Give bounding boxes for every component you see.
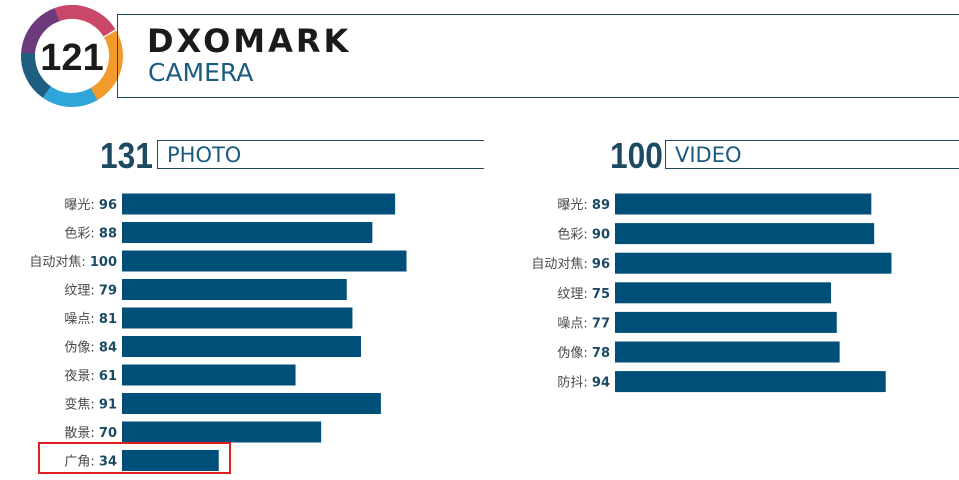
photo-title-top-line — [157, 140, 484, 141]
photo-category-label: 纹理: — [64, 284, 99, 299]
photo-category-label: 伪像: — [64, 341, 99, 356]
photo-value-label: 81 — [99, 312, 117, 327]
video-value-label: 78 — [592, 346, 610, 361]
photo-bar — [122, 336, 361, 357]
photo-value-label: 34 — [99, 455, 117, 470]
video-bar-label: 纹理: 75 — [557, 287, 610, 302]
video-category-label: 曝光: — [557, 198, 592, 213]
video-bar — [615, 282, 831, 304]
video-bar-label: 噪点: 77 — [557, 316, 610, 331]
photo-category-label: 散景: — [64, 426, 99, 441]
photo-bar-label: 色彩: 88 — [64, 226, 117, 242]
video-category-label: 伪像: — [557, 346, 592, 361]
photo-category-label: 自动对焦: — [29, 255, 90, 270]
photo-value-label: 84 — [99, 341, 117, 356]
photo-bar-label: 噪点: 81 — [64, 312, 117, 327]
photo-bar — [122, 450, 219, 471]
photo-value-label: 91 — [99, 398, 117, 413]
photo-value-label: 100 — [90, 255, 117, 270]
dxomark-score-badge: 121 — [20, 4, 123, 107]
photo-bar — [122, 307, 353, 329]
photo-category-label: 夜景: — [64, 369, 99, 384]
video-bar-label: 防抖: 94 — [557, 375, 610, 391]
photo-title-divider — [157, 140, 158, 169]
video-category-label: 纹理: — [557, 287, 592, 302]
photo-category-label: 变焦: — [64, 397, 99, 413]
photo-bar — [122, 393, 381, 414]
photo-bar-label: 变焦: 91 — [64, 397, 117, 413]
photo-bar-label: 自动对焦: 100 — [29, 255, 117, 270]
video-bar-label: 自动对焦: 96 — [531, 257, 610, 272]
header-divider — [117, 14, 118, 98]
video-title-top-line — [665, 140, 959, 141]
video-score: 100 — [610, 135, 663, 176]
photo-bar — [122, 193, 396, 215]
photo-bar — [122, 222, 373, 243]
brand-subtitle: CAMERA — [148, 58, 254, 87]
header-top-line — [117, 14, 959, 15]
photo-title: PHOTO — [167, 143, 242, 167]
header-bottom-line — [117, 97, 959, 98]
photo-value-label: 88 — [99, 227, 117, 242]
video-bar-label: 伪像: 78 — [557, 346, 610, 361]
video-title-bottom-line — [665, 168, 959, 169]
photo-value-label: 70 — [99, 426, 117, 441]
video-title-divider — [665, 140, 666, 169]
video-category-label: 自动对焦: — [531, 257, 592, 272]
video-bar — [615, 252, 892, 274]
photo-title-bottom-line — [157, 168, 484, 169]
video-value-label: 89 — [592, 198, 610, 213]
video-category-label: 噪点: — [557, 316, 592, 331]
video-category-label: 色彩: — [557, 227, 592, 243]
overall-score: 121 — [40, 37, 103, 79]
video-bar-label: 曝光: 89 — [557, 198, 610, 213]
photo-bar — [122, 364, 296, 386]
photo-category-label: 色彩: — [64, 226, 99, 242]
photo-category-label: 广角: — [64, 455, 99, 470]
video-bar — [615, 223, 875, 245]
video-bar — [615, 193, 872, 215]
photo-score: 131 — [100, 135, 153, 176]
video-value-label: 90 — [592, 228, 610, 243]
video-value-label: 96 — [592, 257, 610, 272]
photo-bar — [122, 421, 322, 443]
photo-value-label: 61 — [99, 369, 117, 384]
video-bar — [615, 341, 840, 363]
photo-bar — [122, 250, 407, 272]
photo-bar-label: 伪像: 84 — [64, 341, 117, 356]
video-value-label: 75 — [592, 287, 610, 302]
video-value-label: 94 — [592, 376, 610, 391]
video-category-label: 防抖: — [557, 375, 592, 391]
video-bar-label: 色彩: 90 — [557, 227, 610, 243]
video-bar — [615, 371, 886, 393]
photo-bar-label: 纹理: 79 — [64, 284, 117, 299]
video-title: VIDEO — [675, 143, 742, 167]
video-value-label: 77 — [592, 316, 610, 331]
photo-bar-label: 广角: 34 — [64, 455, 117, 470]
video-bar — [615, 311, 837, 333]
photo-value-label: 96 — [99, 198, 117, 213]
photo-bar-label: 夜景: 61 — [64, 369, 117, 384]
photo-value-label: 79 — [99, 284, 117, 299]
brand-name: DXOMARK — [147, 22, 352, 60]
photo-bar-label: 散景: 70 — [64, 426, 117, 441]
photo-bar — [122, 279, 347, 300]
photo-category-label: 曝光: — [64, 198, 99, 213]
photo-category-label: 噪点: — [64, 312, 99, 327]
highlight-box — [38, 442, 231, 474]
photo-bar-label: 曝光: 96 — [64, 198, 117, 213]
